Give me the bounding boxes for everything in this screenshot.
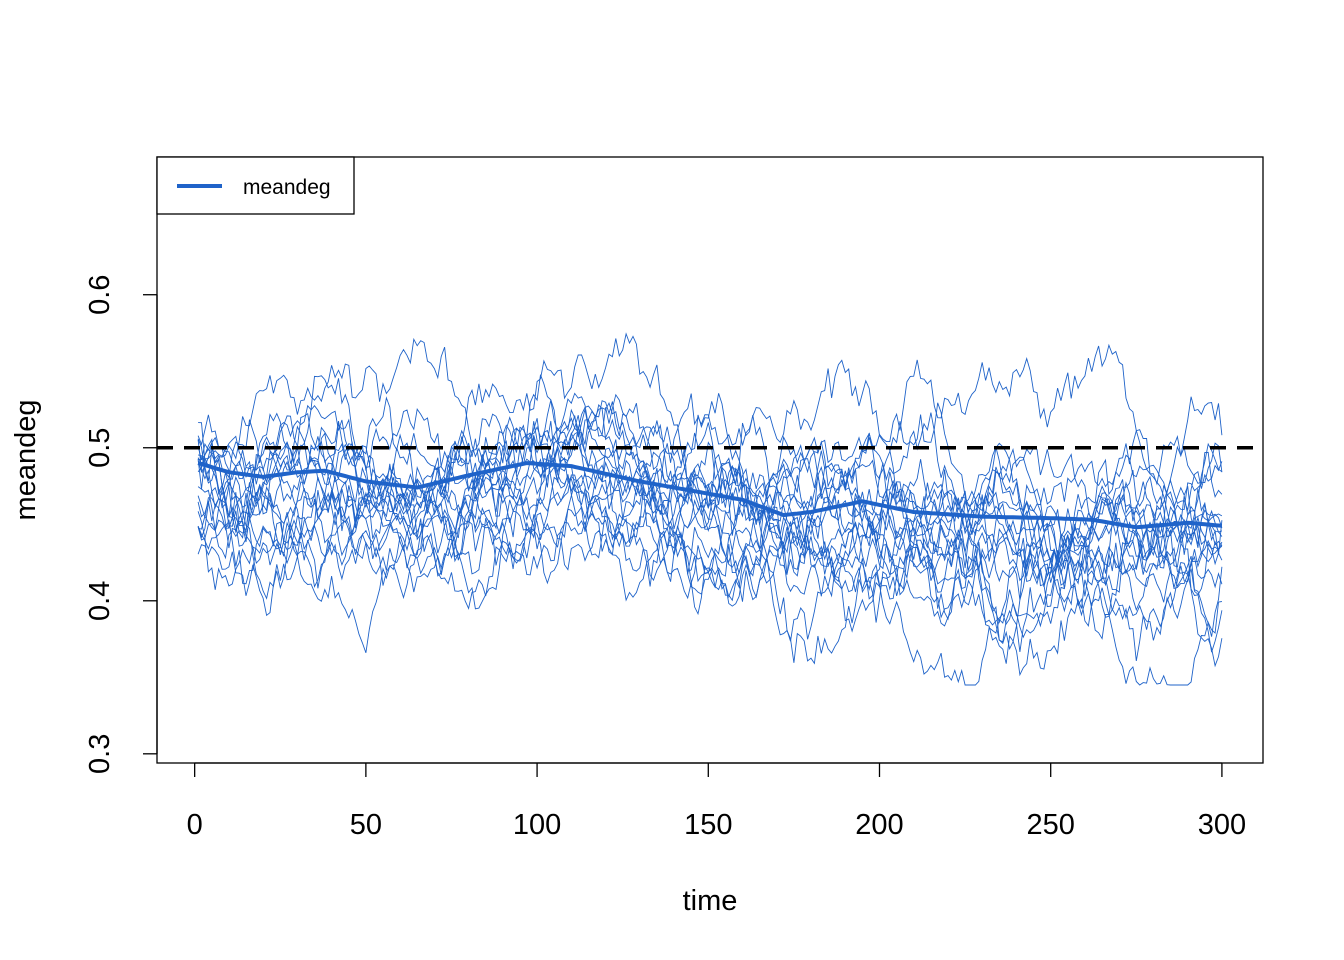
y-tick-label: 0.6 (84, 275, 116, 315)
simulation-line (197, 403, 1223, 642)
simulation-line (197, 438, 1223, 612)
simulation-line (197, 396, 1223, 651)
simulation-line (197, 359, 1223, 653)
simulation-line (197, 393, 1223, 637)
simulation-line (197, 439, 1223, 686)
x-axis: 0 50 100 150 200 250 300 (187, 762, 1246, 841)
simulation-line (197, 450, 1223, 599)
x-tick-label: 250 (1027, 809, 1075, 841)
x-tick-label: 150 (684, 809, 732, 841)
mean-line (197, 461, 1223, 530)
legend-label: meandeg (243, 176, 331, 199)
simulation-line (197, 435, 1223, 580)
simulation-lines (197, 332, 1223, 686)
y-axis-label: meandeg (10, 400, 42, 521)
x-axis-label: time (683, 885, 738, 917)
x-tick-label: 0 (187, 809, 203, 841)
simulation-line (197, 396, 1223, 619)
legend: meandeg (156, 156, 355, 215)
y-tick-label: 0.5 (84, 428, 116, 468)
y-tick-label: 0.4 (84, 581, 116, 621)
simulation-line (197, 337, 1223, 623)
y-axis: 0.3 0.4 0.5 0.6 (84, 275, 158, 774)
y-tick-label: 0.3 (84, 734, 116, 774)
x-tick-label: 200 (855, 809, 903, 841)
simulation-line (197, 459, 1222, 686)
mean-line-layer (197, 461, 1223, 530)
x-tick-label: 100 (513, 809, 561, 841)
x-tick-label: 50 (350, 809, 382, 841)
x-tick-label: 300 (1198, 809, 1246, 841)
plot-frame (156, 156, 1264, 764)
